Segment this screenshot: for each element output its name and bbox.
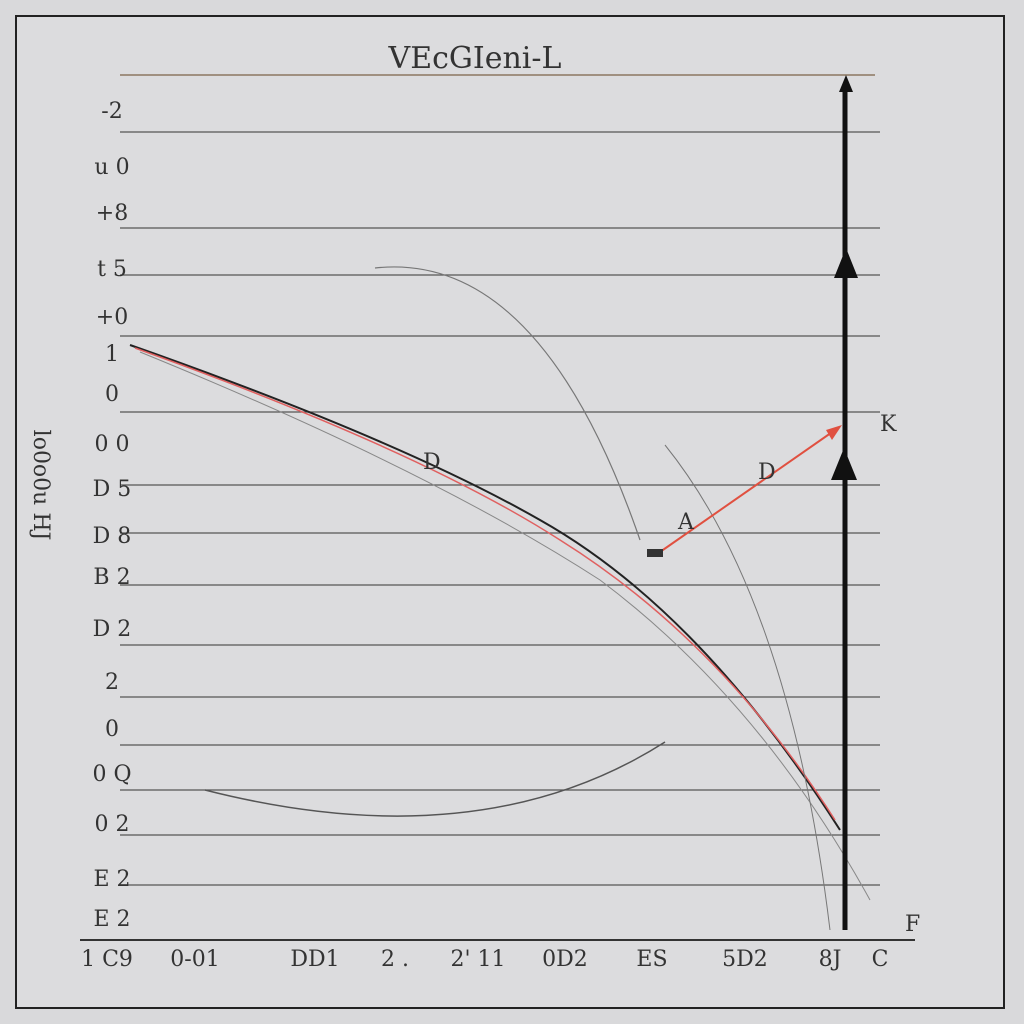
x-label: C xyxy=(872,947,889,972)
y-label: 0 xyxy=(105,382,119,407)
arrow-low xyxy=(831,448,857,480)
arrow-head xyxy=(826,425,842,440)
y-label: 0 0 xyxy=(95,432,130,457)
marker xyxy=(647,549,663,557)
arrow-red xyxy=(659,427,839,553)
x-label: 0D2 xyxy=(542,947,588,972)
y-label: E 2 xyxy=(93,907,130,932)
y-label: D 5 xyxy=(93,477,132,502)
labels: -2 u 0 +8 t 5 +0 1 0 0 0 D 5 D 8 B 2 D 2 2 0 0 Q 0 2 E 2… xyxy=(81,99,888,972)
frame xyxy=(15,15,1005,1009)
x-label: DD1 xyxy=(290,947,339,972)
y-label: t 5 xyxy=(97,257,127,282)
y-label: D 2 xyxy=(93,617,132,642)
y-label: E 2 xyxy=(93,867,130,892)
x-label: 1 C9 xyxy=(81,947,133,972)
x-label: ES xyxy=(636,947,667,972)
x-label: 0-01 xyxy=(170,947,219,972)
annotation: A xyxy=(677,510,695,535)
y-label: B 2 xyxy=(93,565,130,590)
x-label: 2 . xyxy=(381,947,409,972)
y-label: -2 xyxy=(101,99,122,124)
grid xyxy=(120,131,880,886)
title: VEcGIeni-L xyxy=(388,41,562,76)
annotation: D xyxy=(758,460,776,485)
arrow-mid xyxy=(834,248,858,278)
x-label: 2' 11 xyxy=(450,947,505,972)
annotation: D xyxy=(423,450,441,475)
arc-right xyxy=(664,444,831,931)
y-label: 2 xyxy=(105,670,119,695)
x-label: 8J xyxy=(819,947,842,972)
arc-lower xyxy=(204,741,666,817)
y-label: 0 xyxy=(105,717,119,742)
y-axis-label: lo0o0u HJ xyxy=(28,430,53,541)
arrow-top xyxy=(839,75,853,92)
y-label: 0 Q xyxy=(92,762,131,787)
arc xyxy=(374,266,641,541)
y-label: +0 xyxy=(96,305,128,330)
y-label: D 8 xyxy=(93,524,132,549)
annotation: K xyxy=(880,412,897,437)
x-label: 5D2 xyxy=(722,947,768,972)
y-label: 0 2 xyxy=(95,812,130,837)
y-label: +8 xyxy=(96,201,128,226)
annotation: F xyxy=(905,912,920,937)
y-label: u 0 xyxy=(94,155,129,180)
curve-red xyxy=(134,347,836,821)
curve-thin xyxy=(139,351,871,901)
y-label: 1 xyxy=(105,342,119,367)
